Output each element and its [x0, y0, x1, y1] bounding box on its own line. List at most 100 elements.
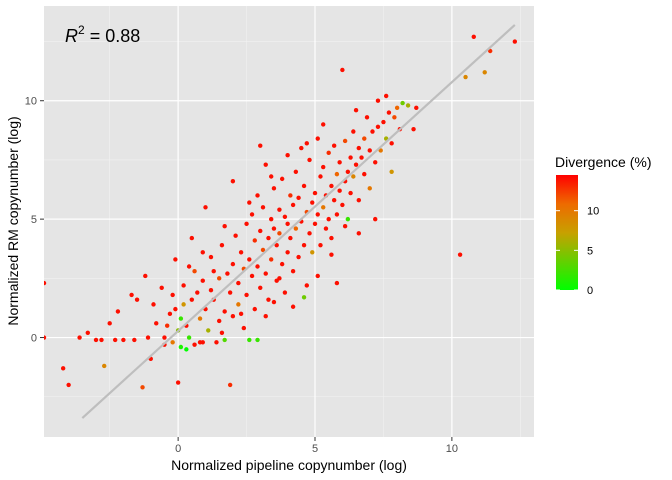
data-point	[331, 197, 337, 203]
data-point	[340, 202, 345, 208]
y-axis-title: Normalized RM copynumber (log)	[5, 116, 21, 325]
data-point	[227, 382, 233, 388]
data-point	[334, 280, 340, 286]
data-point	[321, 164, 326, 170]
data-point	[216, 276, 222, 281]
data-point	[255, 193, 260, 198]
data-point	[345, 169, 351, 174]
data-point	[247, 257, 252, 262]
data-point	[93, 337, 99, 343]
data-point	[115, 309, 121, 314]
data-point	[315, 136, 320, 141]
data-point	[329, 252, 334, 257]
data-point	[400, 100, 405, 106]
data-point	[244, 221, 249, 227]
data-point	[334, 212, 340, 217]
y-tick-label: 10	[25, 96, 37, 108]
data-point	[260, 247, 266, 253]
data-point	[214, 340, 219, 345]
data-point	[312, 221, 318, 227]
data-point	[271, 226, 277, 231]
regression-line	[81, 24, 516, 419]
grid-minor	[44, 6, 534, 437]
data-point	[285, 152, 290, 158]
data-point	[216, 318, 222, 324]
data-point	[310, 250, 315, 255]
data-point	[249, 273, 255, 279]
data-point	[362, 136, 367, 141]
data-point	[342, 138, 348, 144]
data-point	[192, 342, 197, 347]
data-point	[394, 105, 400, 111]
data-point	[266, 297, 271, 302]
data-point	[288, 235, 293, 241]
data-point	[263, 314, 268, 319]
data-points	[44, 34, 518, 390]
data-point	[192, 269, 197, 274]
data-point	[200, 278, 205, 283]
data-point	[189, 235, 195, 241]
data-point	[186, 264, 192, 269]
data-point	[307, 157, 312, 163]
data-point	[375, 98, 381, 103]
data-point	[337, 188, 342, 193]
data-point	[227, 290, 233, 295]
data-point	[197, 340, 203, 345]
data-point	[222, 337, 227, 343]
data-point	[348, 155, 353, 160]
data-point	[200, 250, 205, 255]
data-point	[186, 335, 192, 340]
data-point	[370, 129, 375, 134]
data-point	[244, 292, 249, 298]
legend-tick-label: 5	[587, 245, 593, 257]
data-point	[359, 155, 364, 160]
data-point	[258, 285, 263, 291]
data-point	[293, 226, 299, 231]
legend-tick-label: 10	[587, 206, 599, 218]
data-point	[279, 176, 285, 182]
data-point	[321, 205, 326, 210]
data-point	[66, 382, 71, 388]
data-point	[263, 162, 268, 167]
data-point	[290, 269, 296, 274]
data-point	[249, 212, 255, 217]
data-point	[181, 283, 186, 288]
data-point	[296, 254, 301, 260]
data-point	[329, 183, 334, 189]
legend-tick-label: 0	[587, 285, 593, 297]
data-point	[99, 337, 104, 343]
data-point	[414, 105, 419, 111]
data-point	[222, 224, 227, 229]
data-point	[321, 122, 326, 127]
data-point	[252, 306, 257, 312]
data-point	[167, 311, 173, 317]
x-tick-label: 10	[446, 443, 458, 455]
legend-ticks: 0 5 10	[556, 206, 599, 297]
data-point	[121, 337, 126, 343]
data-point	[488, 48, 493, 54]
data-point	[170, 292, 175, 298]
x-tick-label: 5	[312, 443, 318, 455]
data-point	[304, 283, 309, 288]
data-point	[362, 171, 367, 177]
r-squared-value: = 0.88	[85, 26, 141, 46]
data-point	[230, 314, 236, 319]
data-point	[184, 347, 189, 352]
data-point	[211, 269, 216, 274]
data-point	[351, 174, 356, 179]
data-point	[326, 150, 331, 156]
data-point	[247, 200, 252, 205]
data-point	[329, 235, 334, 241]
data-point	[159, 285, 164, 291]
data-point	[375, 124, 381, 129]
data-point	[356, 197, 362, 203]
data-point	[337, 160, 342, 165]
data-point	[356, 231, 362, 236]
data-point	[345, 216, 351, 222]
data-point	[271, 186, 277, 191]
data-point	[307, 231, 312, 236]
data-point	[208, 287, 214, 293]
data-point	[353, 162, 359, 167]
data-point	[301, 295, 307, 300]
data-point	[315, 212, 320, 217]
